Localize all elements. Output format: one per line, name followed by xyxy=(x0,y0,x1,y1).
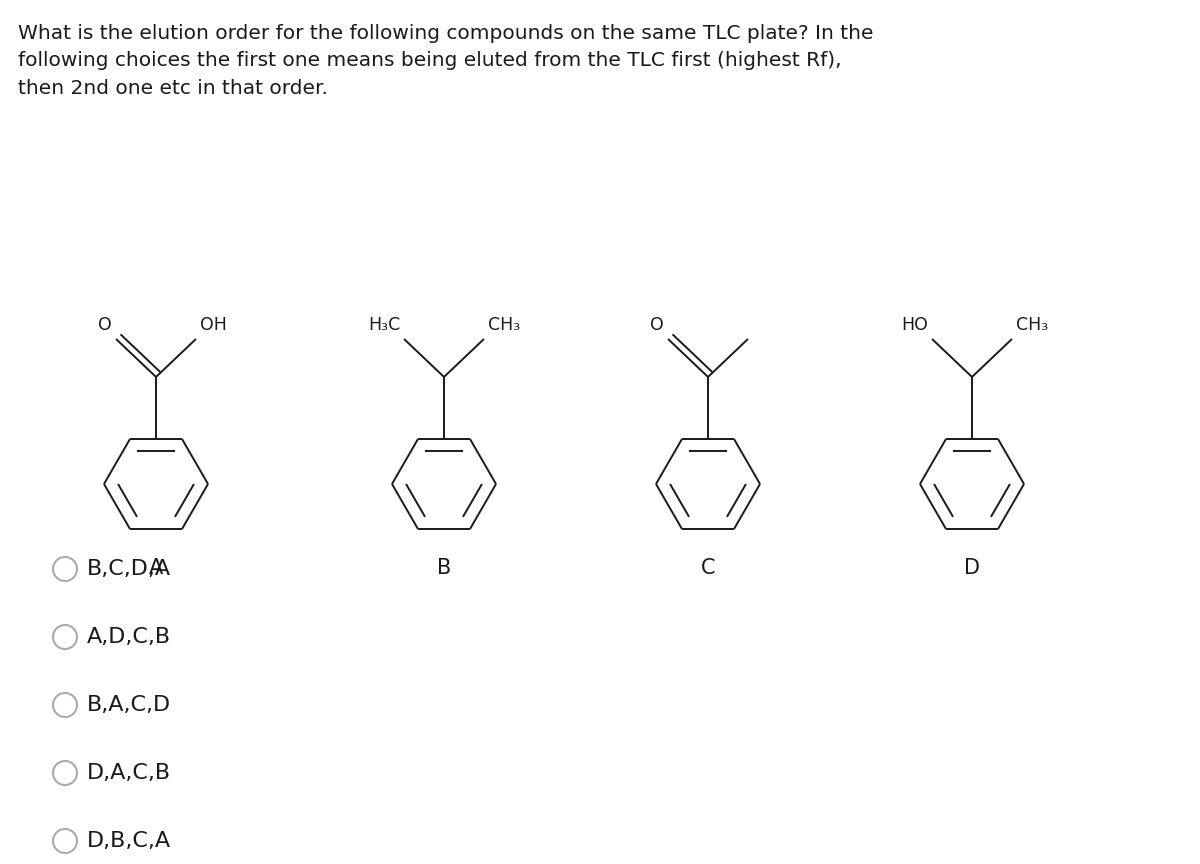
Text: CH₃: CH₃ xyxy=(488,316,521,334)
Text: O: O xyxy=(650,316,664,334)
Text: O: O xyxy=(98,316,112,334)
Text: D,B,C,A: D,B,C,A xyxy=(88,831,172,851)
Text: HO: HO xyxy=(901,316,928,334)
Text: A,D,C,B: A,D,C,B xyxy=(88,627,172,647)
Text: OH: OH xyxy=(200,316,227,334)
Text: B,C,D,A: B,C,D,A xyxy=(88,559,172,579)
Text: CH₃: CH₃ xyxy=(1016,316,1049,334)
Text: H₃C: H₃C xyxy=(367,316,400,334)
Text: What is the elution order for the following compounds on the same TLC plate? In : What is the elution order for the follow… xyxy=(18,24,874,98)
Text: B,A,C,D: B,A,C,D xyxy=(88,695,172,715)
Text: B: B xyxy=(437,558,451,578)
Text: D: D xyxy=(964,558,980,578)
Text: A: A xyxy=(149,558,163,578)
Text: D,A,C,B: D,A,C,B xyxy=(88,763,172,783)
Text: C: C xyxy=(701,558,715,578)
